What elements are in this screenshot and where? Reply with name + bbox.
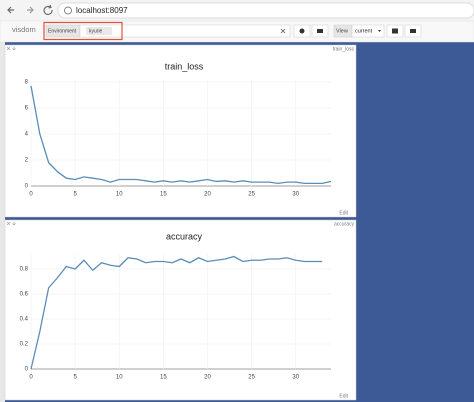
edit-link[interactable]: Edit bbox=[339, 393, 348, 399]
clone-icon bbox=[299, 28, 305, 34]
view-select[interactable] bbox=[351, 24, 385, 38]
x-tick-label: 5 bbox=[73, 375, 77, 381]
x-tick-label: 15 bbox=[160, 375, 167, 381]
x-tick-label: 25 bbox=[248, 375, 255, 381]
y-tick-label: 8 bbox=[25, 80, 29, 86]
view-label: View bbox=[336, 28, 348, 34]
environment-name: kyurie bbox=[89, 28, 103, 34]
y-tick-label: 0 bbox=[25, 184, 29, 190]
y-tick-label: 0 bbox=[25, 367, 29, 373]
folder-icon bbox=[317, 29, 323, 33]
download-icon bbox=[12, 46, 16, 51]
window-label: accuracy bbox=[334, 221, 355, 227]
pane bbox=[4, 44, 357, 218]
y-tick-label: 2 bbox=[25, 158, 29, 164]
caret bbox=[378, 30, 381, 32]
clear-icon[interactable] bbox=[280, 28, 286, 34]
x-tick-label: 10 bbox=[116, 192, 123, 198]
highlight-box bbox=[43, 21, 123, 41]
data-line bbox=[30, 85, 332, 185]
y-tick-label: 4 bbox=[25, 132, 29, 138]
back-button[interactable] bbox=[7, 6, 14, 14]
y-tick-label: 0.4 bbox=[20, 317, 29, 323]
brand: visdom bbox=[12, 25, 36, 34]
chart-title: train_loss bbox=[165, 61, 204, 71]
environment-chip bbox=[86, 27, 112, 35]
reload-button[interactable] bbox=[43, 4, 53, 16]
x-tick-label: 5 bbox=[73, 192, 77, 198]
y-tick-label: 0.2 bbox=[20, 342, 29, 348]
environment-label: Environment bbox=[48, 28, 77, 34]
pane bbox=[4, 219, 357, 401]
x-tick-label: 0 bbox=[29, 375, 33, 381]
close-icon bbox=[6, 221, 11, 226]
download-icon bbox=[12, 221, 16, 226]
x-tick-label: 0 bbox=[29, 192, 33, 198]
x-tick-label: 30 bbox=[292, 375, 299, 381]
forward-button[interactable] bbox=[27, 6, 34, 14]
environment-select[interactable] bbox=[79, 24, 291, 38]
window-label: train_loss bbox=[333, 46, 355, 52]
info-icon bbox=[64, 6, 72, 15]
x-tick-label: 20 bbox=[204, 375, 211, 381]
address-bar[interactable] bbox=[57, 2, 474, 19]
url: localhost:8097 bbox=[76, 6, 128, 15]
left-gutter bbox=[0, 42, 5, 402]
edit-link[interactable]: Edit bbox=[339, 210, 348, 216]
folder2-icon bbox=[410, 29, 416, 33]
x-tick-label: 25 bbox=[248, 192, 255, 198]
panes: train_loss Edit train_loss 0 2 4 6 8 0 5 10 15 20 25 3… bbox=[4, 44, 357, 401]
grid-icon bbox=[392, 28, 398, 34]
x-tick-label: 15 bbox=[160, 192, 167, 198]
y-tick-label: 0.6 bbox=[20, 292, 29, 298]
chart-title: accuracy bbox=[166, 231, 203, 241]
x-tick-label: 30 bbox=[292, 192, 299, 198]
y-tick-label: 6 bbox=[25, 106, 29, 112]
y-tick-label: 0.8 bbox=[20, 267, 29, 273]
x-tick-label: 20 bbox=[204, 192, 211, 198]
view-name: current bbox=[355, 28, 373, 34]
data-line bbox=[30, 255, 323, 370]
x-tick-label: 10 bbox=[116, 375, 123, 381]
close-icon bbox=[6, 46, 11, 51]
